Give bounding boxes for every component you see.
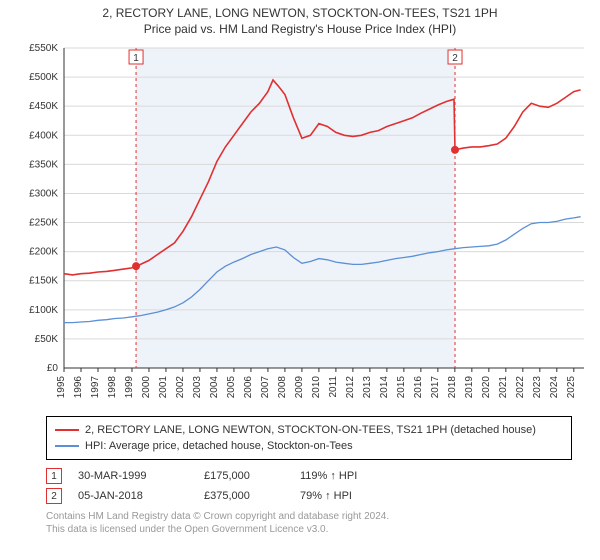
svg-text:2014: 2014: [379, 376, 390, 399]
svg-text:2023: 2023: [532, 376, 543, 399]
svg-text:£100K: £100K: [29, 305, 58, 316]
svg-text:£350K: £350K: [29, 159, 58, 170]
sale-date: 05-JAN-2018: [78, 490, 188, 502]
attribution-footer: Contains HM Land Registry data © Crown c…: [46, 510, 572, 536]
footer-line: This data is licensed under the Open Gov…: [46, 523, 572, 536]
price-chart: £0 £50K £100K £150K £200K £250K £300K £350K £400…: [8, 42, 592, 410]
legend-label: 2, RECTORY LANE, LONG NEWTON, STOCKTON-O…: [85, 422, 536, 438]
svg-text:2003: 2003: [192, 376, 203, 399]
legend-swatch: [55, 429, 79, 431]
svg-text:2016: 2016: [413, 376, 424, 399]
sale-price: £375,000: [204, 490, 284, 502]
sale-row: 1 30-MAR-1999 £175,000 119% ↑ HPI: [46, 468, 572, 484]
svg-text:£500K: £500K: [29, 72, 58, 83]
svg-text:2000: 2000: [141, 376, 152, 399]
svg-text:£300K: £300K: [29, 188, 58, 199]
title-subtitle: Price paid vs. HM Land Registry's House …: [8, 22, 592, 36]
svg-text:2: 2: [452, 53, 458, 64]
legend-swatch: [55, 445, 79, 447]
svg-text:2006: 2006: [243, 376, 254, 399]
svg-text:2022: 2022: [515, 376, 526, 399]
sale-row: 2 05-JAN-2018 £375,000 79% ↑ HPI: [46, 488, 572, 504]
svg-text:£250K: £250K: [29, 218, 58, 229]
svg-text:2012: 2012: [345, 376, 356, 399]
svg-text:2015: 2015: [396, 376, 407, 399]
svg-text:1995: 1995: [56, 376, 67, 399]
title-address: 2, RECTORY LANE, LONG NEWTON, STOCKTON-O…: [8, 6, 592, 20]
svg-text:2024: 2024: [549, 376, 560, 399]
svg-text:1996: 1996: [73, 376, 84, 399]
svg-text:2008: 2008: [277, 376, 288, 399]
svg-text:2019: 2019: [464, 376, 475, 399]
legend-label: HPI: Average price, detached house, Stoc…: [85, 438, 353, 454]
svg-text:2002: 2002: [175, 376, 186, 399]
svg-text:1: 1: [133, 53, 139, 64]
sales-list: 1 30-MAR-1999 £175,000 119% ↑ HPI 2 05-J…: [46, 468, 572, 504]
svg-text:1998: 1998: [107, 376, 118, 399]
svg-text:2005: 2005: [226, 376, 237, 399]
svg-text:2007: 2007: [260, 376, 271, 399]
svg-text:2004: 2004: [209, 376, 220, 399]
svg-text:£150K: £150K: [29, 276, 58, 287]
svg-text:£550K: £550K: [29, 43, 58, 54]
sale-date: 30-MAR-1999: [78, 470, 188, 482]
svg-text:£200K: £200K: [29, 247, 58, 258]
legend: 2, RECTORY LANE, LONG NEWTON, STOCKTON-O…: [46, 416, 572, 460]
svg-text:2021: 2021: [498, 376, 509, 399]
svg-text:£450K: £450K: [29, 101, 58, 112]
svg-text:1999: 1999: [124, 376, 135, 399]
svg-text:2025: 2025: [566, 376, 577, 399]
svg-text:2011: 2011: [328, 376, 339, 398]
sale-price: £175,000: [204, 470, 284, 482]
svg-text:2020: 2020: [481, 376, 492, 399]
footer-line: Contains HM Land Registry data © Crown c…: [46, 510, 572, 523]
svg-text:2009: 2009: [294, 376, 305, 399]
sale-badge: 2: [46, 488, 62, 504]
sale-badge: 1: [46, 468, 62, 484]
legend-row-hpi: HPI: Average price, detached house, Stoc…: [55, 438, 563, 454]
svg-text:£400K: £400K: [29, 130, 58, 141]
svg-text:1997: 1997: [90, 376, 101, 399]
svg-text:2017: 2017: [430, 376, 441, 399]
svg-text:£50K: £50K: [35, 334, 59, 345]
svg-text:2013: 2013: [362, 376, 373, 399]
svg-text:2001: 2001: [158, 376, 169, 399]
svg-text:2010: 2010: [311, 376, 322, 399]
sale-pct-vs-hpi: 79% ↑ HPI: [300, 490, 390, 502]
sale-pct-vs-hpi: 119% ↑ HPI: [300, 470, 390, 482]
legend-row-property: 2, RECTORY LANE, LONG NEWTON, STOCKTON-O…: [55, 422, 563, 438]
svg-text:£0: £0: [47, 363, 59, 374]
svg-text:2018: 2018: [447, 376, 458, 399]
